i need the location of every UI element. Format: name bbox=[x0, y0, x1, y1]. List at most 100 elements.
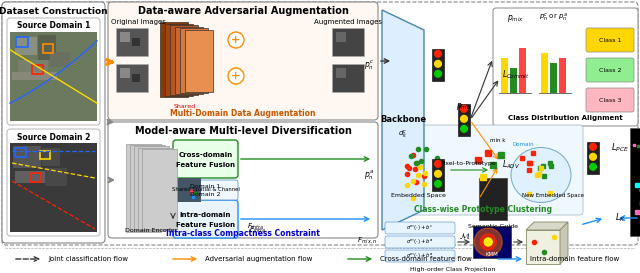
Text: $\sigma^m(\cdot)+b^a$: $\sigma^m(\cdot)+b^a$ bbox=[406, 251, 434, 261]
Text: $L_{PCE}$: $L_{PCE}$ bbox=[611, 142, 629, 154]
Circle shape bbox=[228, 32, 244, 48]
Bar bbox=[38, 35, 56, 60]
FancyBboxPatch shape bbox=[108, 122, 378, 238]
Text: $\mathcal{M}$: $\mathcal{M}$ bbox=[460, 231, 470, 241]
Bar bbox=[116, 28, 148, 56]
Bar bbox=[175, 26, 203, 94]
Bar bbox=[40, 151, 50, 159]
Polygon shape bbox=[560, 222, 568, 264]
Bar bbox=[142, 149, 177, 229]
Bar bbox=[42, 148, 60, 166]
Text: $d_k^c$: $d_k^c$ bbox=[398, 129, 408, 141]
Text: Cross-domain feature flow: Cross-domain feature flow bbox=[380, 256, 472, 262]
FancyBboxPatch shape bbox=[173, 140, 238, 178]
Text: Cross-domain: Cross-domain bbox=[179, 152, 232, 158]
Text: Domain Encoder: Domain Encoder bbox=[125, 227, 177, 233]
Text: Class Distribution Alignment: Class Distribution Alignment bbox=[508, 115, 623, 121]
Ellipse shape bbox=[511, 147, 571, 203]
Polygon shape bbox=[382, 10, 424, 230]
Bar bbox=[336, 68, 346, 78]
Bar bbox=[50, 52, 70, 67]
FancyBboxPatch shape bbox=[385, 222, 455, 234]
FancyBboxPatch shape bbox=[586, 58, 634, 82]
Text: Model-aware Multi-level Diversification: Model-aware Multi-level Diversification bbox=[134, 126, 351, 136]
Text: Data-aware Adversarial Augmentation: Data-aware Adversarial Augmentation bbox=[138, 6, 348, 16]
Bar bbox=[134, 146, 169, 230]
Bar bbox=[130, 145, 165, 231]
Text: KMM: KMM bbox=[486, 251, 499, 257]
FancyBboxPatch shape bbox=[173, 200, 238, 238]
Circle shape bbox=[589, 164, 596, 170]
Bar bbox=[541, 53, 548, 93]
FancyBboxPatch shape bbox=[586, 28, 634, 52]
Circle shape bbox=[435, 70, 442, 77]
Bar bbox=[10, 32, 97, 121]
Bar bbox=[32, 65, 43, 74]
Text: $F_{intra}$: $F_{intra}$ bbox=[250, 225, 266, 235]
Bar bbox=[16, 37, 28, 47]
Circle shape bbox=[480, 234, 496, 250]
Text: Feature Fusion: Feature Fusion bbox=[176, 162, 235, 168]
Bar bbox=[510, 68, 517, 93]
Text: $p_n^c$ or $p_n^a$: $p_n^c$ or $p_n^a$ bbox=[539, 12, 568, 24]
Text: $F_{intra}$: $F_{intra}$ bbox=[248, 222, 264, 232]
Bar bbox=[138, 148, 173, 230]
Bar bbox=[120, 32, 130, 42]
Bar bbox=[160, 22, 188, 97]
Text: Source Domain 2: Source Domain 2 bbox=[17, 132, 90, 141]
Bar bbox=[176, 178, 201, 190]
FancyBboxPatch shape bbox=[108, 2, 378, 120]
Bar bbox=[13, 146, 41, 168]
FancyBboxPatch shape bbox=[7, 18, 100, 125]
Bar bbox=[15, 171, 50, 183]
Bar bbox=[332, 64, 364, 92]
Bar bbox=[132, 74, 140, 82]
Text: New Embedded Space: New Embedded Space bbox=[522, 192, 584, 197]
Bar bbox=[170, 25, 198, 95]
Text: $L_K$: $L_K$ bbox=[614, 212, 625, 224]
Circle shape bbox=[589, 153, 596, 160]
FancyBboxPatch shape bbox=[2, 2, 105, 243]
Bar bbox=[479, 178, 507, 220]
Text: $p_{mix}$: $p_{mix}$ bbox=[507, 13, 524, 23]
Bar bbox=[120, 68, 130, 78]
Text: Intra-domain: Intra-domain bbox=[180, 212, 231, 218]
Text: Class 1: Class 1 bbox=[599, 37, 621, 43]
Text: Dataset Construction: Dataset Construction bbox=[0, 7, 108, 16]
Bar bbox=[10, 143, 97, 232]
FancyBboxPatch shape bbox=[383, 125, 583, 215]
Bar bbox=[176, 190, 201, 202]
Circle shape bbox=[474, 228, 502, 256]
Text: Multi-Domain Data Augmentation: Multi-Domain Data Augmentation bbox=[170, 108, 316, 117]
Text: Class 2: Class 2 bbox=[599, 67, 621, 73]
Bar bbox=[18, 60, 48, 72]
Text: min k: min k bbox=[490, 138, 506, 143]
Bar bbox=[165, 23, 193, 96]
Bar bbox=[126, 144, 161, 232]
Bar bbox=[30, 173, 41, 182]
Bar bbox=[43, 44, 53, 53]
Circle shape bbox=[435, 180, 442, 187]
Text: Domain: Domain bbox=[512, 143, 534, 147]
Bar bbox=[559, 58, 566, 93]
Text: $p_n^c$: $p_n^c$ bbox=[364, 58, 374, 72]
Circle shape bbox=[484, 238, 492, 246]
Bar bbox=[336, 32, 346, 42]
Text: $\sigma^m(\cdot)+b^c$: $\sigma^m(\cdot)+b^c$ bbox=[406, 223, 434, 233]
Text: Intra-domain feature flow: Intra-domain feature flow bbox=[530, 256, 620, 262]
Bar bbox=[180, 28, 208, 93]
Bar bbox=[526, 230, 560, 264]
Text: Shared Spatial & Channel: Shared Spatial & Channel bbox=[172, 188, 239, 192]
Bar bbox=[12, 72, 57, 80]
Bar bbox=[332, 28, 364, 56]
Bar bbox=[501, 58, 508, 93]
Circle shape bbox=[435, 170, 442, 177]
Text: $p_n^a$: $p_n^a$ bbox=[364, 168, 374, 182]
Bar bbox=[15, 37, 37, 55]
Text: +: + bbox=[232, 35, 241, 45]
FancyBboxPatch shape bbox=[385, 236, 455, 248]
Text: Shared: Shared bbox=[174, 103, 196, 108]
Circle shape bbox=[461, 105, 467, 112]
Bar bbox=[185, 29, 213, 92]
Text: High-order Class Projection: High-order Class Projection bbox=[410, 268, 496, 272]
